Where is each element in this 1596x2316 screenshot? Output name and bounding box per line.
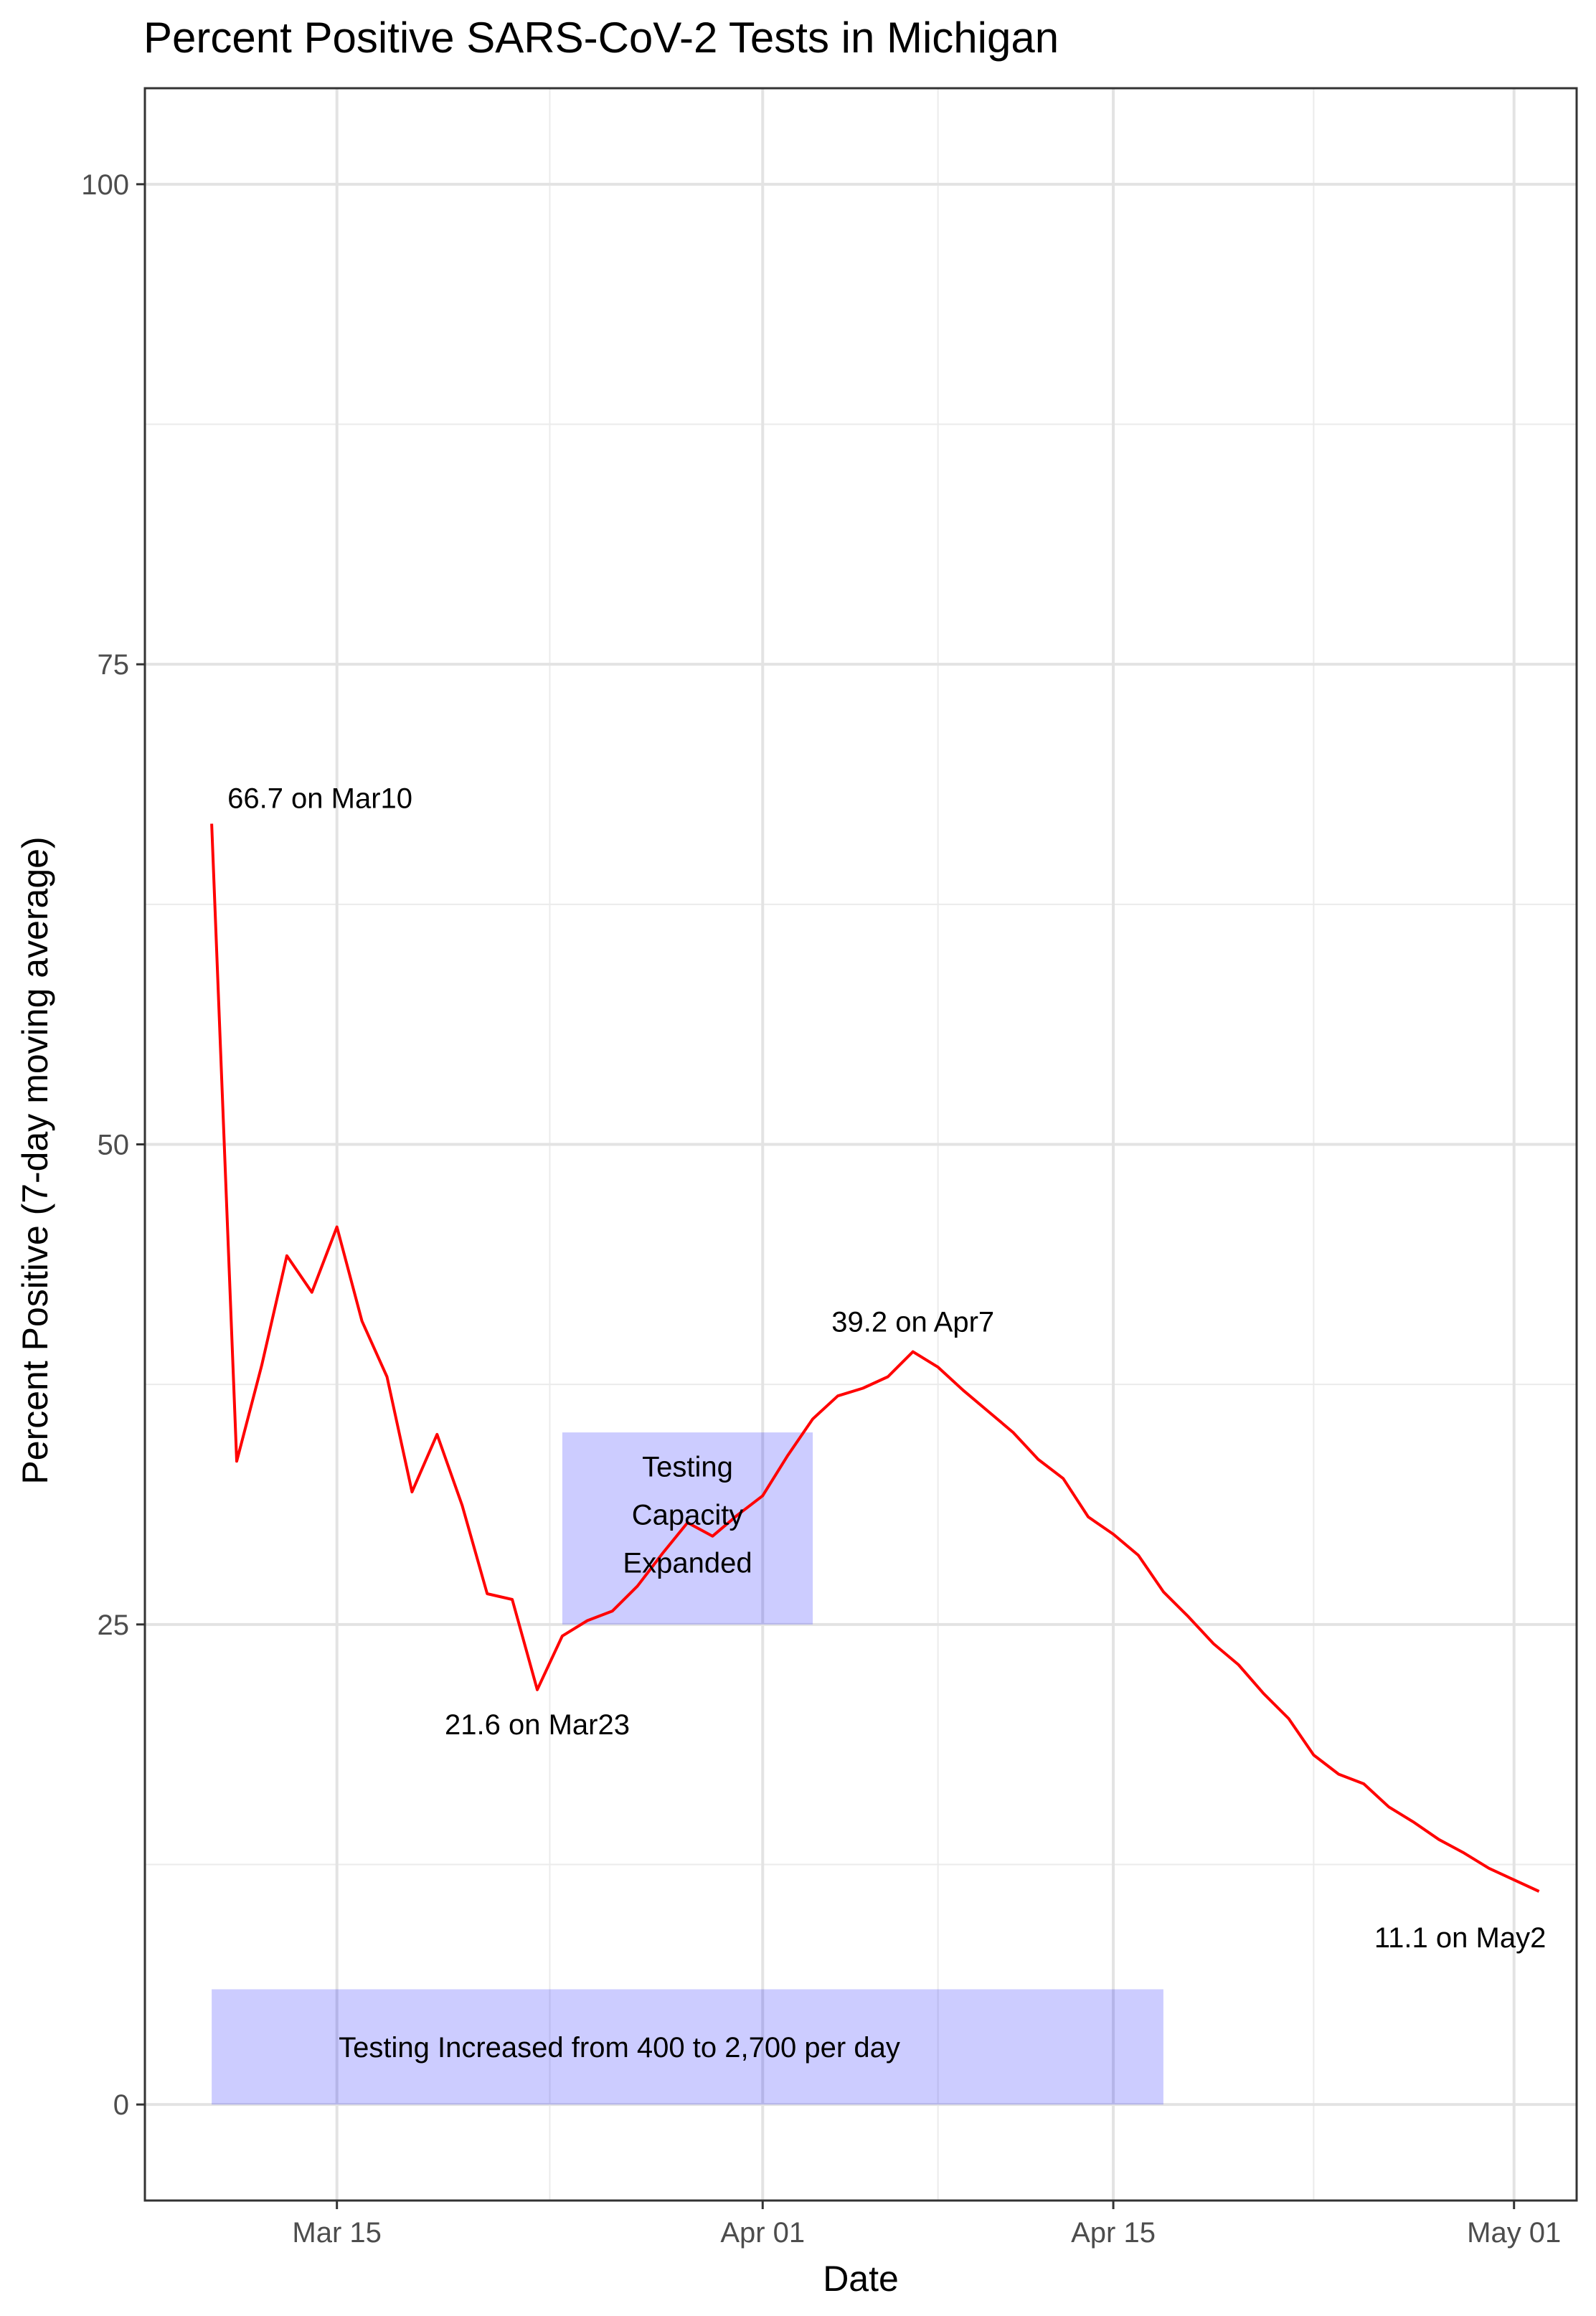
- percent-positive-line: [210, 823, 1540, 1893]
- trough-label: 21.6 on Mar23: [445, 1709, 630, 1741]
- x-tick-label: Mar 15: [292, 2217, 382, 2249]
- april-peak-label: 39.2 on Apr7: [831, 1307, 994, 1338]
- x-tick-label: Apr 15: [1071, 2217, 1156, 2249]
- y-tick-label: 25: [98, 1610, 130, 1641]
- testing-increase-band: [212, 1989, 1163, 2105]
- box-label-line2: Capacity: [632, 1500, 744, 1531]
- box-label-line3: Expanded: [623, 1548, 752, 1579]
- box-label-line1: Testing: [642, 1452, 733, 1483]
- x-tick-label: Apr 01: [720, 2217, 805, 2249]
- range-label: Testing Increased from 400 to 2,700 per …: [339, 2032, 900, 2064]
- y-tick-label: 0: [113, 2089, 129, 2121]
- chart-title: Percent Positive SARS-CoV-2 Tests in Mic…: [143, 14, 1059, 62]
- x-axis-title: Date: [823, 2259, 899, 2299]
- y-axis-title: Percent Positive (7-day moving average): [15, 836, 55, 1484]
- capacity-expanded-box: [562, 1432, 813, 1625]
- y-tick-label: 100: [81, 169, 129, 201]
- last-value-label: 11.1 on May2: [1374, 1922, 1546, 1954]
- plot-panel: 66.7 on Mar10 21.6 on Mar23 39.2 on Apr7 11…: [143, 87, 1578, 2202]
- x-tick-label: May 01: [1467, 2217, 1561, 2249]
- y-tick-label: 50: [98, 1130, 130, 1161]
- peak-label: 66.7 on Mar10: [227, 783, 412, 814]
- y-tick-label: 75: [98, 649, 130, 681]
